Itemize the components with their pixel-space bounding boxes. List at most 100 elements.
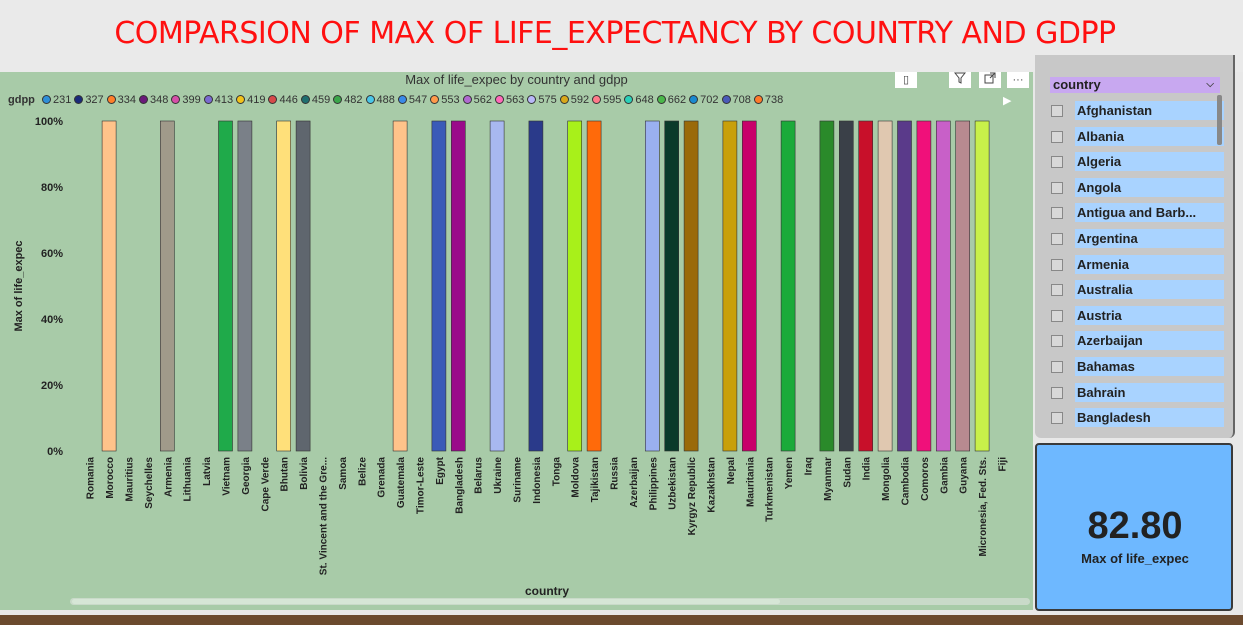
- legend-item[interactable]: 662: [656, 94, 686, 106]
- bar[interactable]: [101, 120, 117, 452]
- bar[interactable]: [218, 120, 233, 452]
- bar[interactable]: [528, 120, 544, 452]
- legend-item[interactable]: 738: [753, 94, 784, 106]
- bar[interactable]: [722, 120, 738, 452]
- slicer-scrollbar[interactable]: [1217, 95, 1222, 145]
- bar[interactable]: [664, 120, 680, 452]
- checkbox[interactable]: [1051, 130, 1063, 143]
- bar[interactable]: [237, 120, 253, 452]
- legend-item[interactable]: 553: [430, 94, 460, 106]
- legend-item[interactable]: 446: [268, 94, 298, 106]
- slicer-item[interactable]: Bangladesh: [1049, 406, 1225, 432]
- checkbox[interactable]: [1051, 156, 1063, 169]
- legend-item[interactable]: 575: [527, 94, 557, 106]
- legend-item[interactable]: 488: [365, 94, 395, 106]
- bar[interactable]: [955, 120, 971, 452]
- legend-item[interactable]: 399: [171, 94, 201, 106]
- country-slicer: country ⌵ Afghanistan Albania Algeria Angol…: [1035, 55, 1235, 438]
- legend-item[interactable]: 547: [397, 94, 427, 106]
- slicer-item[interactable]: Bahamas: [1049, 355, 1225, 381]
- bar[interactable]: [431, 120, 447, 452]
- bar[interactable]: [838, 120, 854, 452]
- bar[interactable]: [858, 120, 874, 452]
- legend-item[interactable]: 482: [333, 94, 363, 106]
- legend-item[interactable]: 459: [300, 94, 330, 106]
- x-tick-label: Mauritius: [125, 457, 136, 502]
- legend-item[interactable]: 231: [41, 94, 71, 106]
- slicer-item[interactable]: Antigua and Barb...: [1049, 201, 1225, 227]
- bar[interactable]: [916, 120, 932, 452]
- legend-item[interactable]: 562: [462, 94, 492, 106]
- checkbox[interactable]: [1051, 232, 1063, 245]
- slicer-item[interactable]: Algeria: [1049, 150, 1225, 176]
- x-tick-label: Belize: [357, 457, 368, 486]
- legend-item[interactable]: 334: [106, 94, 136, 106]
- x-tick-label: India: [862, 457, 873, 481]
- legend-item[interactable]: 592: [559, 94, 589, 106]
- bar[interactable]: [644, 120, 660, 452]
- checkbox[interactable]: [1051, 207, 1063, 220]
- bar[interactable]: [974, 120, 990, 452]
- bar[interactable]: [780, 120, 796, 452]
- legend-item[interactable]: 708: [721, 94, 751, 106]
- bar[interactable]: [567, 120, 583, 452]
- expand-icon[interactable]: [979, 72, 1001, 88]
- slicer-item[interactable]: Armenia: [1049, 253, 1225, 279]
- bar[interactable]: [276, 120, 292, 452]
- bar[interactable]: [683, 120, 699, 452]
- bar[interactable]: [819, 120, 835, 452]
- bar[interactable]: [586, 120, 602, 452]
- bar-chart-visual[interactable]: 0% 20% 40% 60% 80% 100% Max of life_expec Roman…: [0, 72, 1033, 610]
- slicer-item[interactable]: Argentina: [1049, 227, 1225, 253]
- checkbox[interactable]: [1051, 309, 1063, 322]
- card-value: 82.80: [1087, 505, 1183, 547]
- checkbox[interactable]: [1051, 412, 1063, 425]
- legend-item[interactable]: 413: [203, 94, 233, 106]
- bar[interactable]: [935, 120, 951, 452]
- legend-item[interactable]: 595: [592, 94, 621, 106]
- legend-item[interactable]: 702: [689, 94, 719, 106]
- legend-label: 738: [764, 94, 784, 106]
- bar[interactable]: [295, 120, 311, 452]
- slicer-item[interactable]: Austria: [1049, 304, 1225, 330]
- x-tick-label: Bolivia: [299, 457, 310, 490]
- slicer-item[interactable]: Azerbaijan: [1049, 329, 1225, 355]
- checkbox[interactable]: [1051, 105, 1063, 117]
- y-tick-label: 100%: [35, 116, 63, 128]
- legend-label: 563: [505, 94, 525, 106]
- legend-next-arrow-icon[interactable]: ▶: [1003, 95, 1012, 107]
- bar[interactable]: [160, 120, 175, 452]
- legend-item[interactable]: 419: [236, 94, 265, 106]
- slicer-item[interactable]: Bahrain: [1049, 381, 1225, 407]
- legend-label: 553: [441, 94, 460, 106]
- filter-icon[interactable]: [949, 72, 971, 88]
- legend-item[interactable]: 563: [494, 94, 525, 106]
- bar[interactable]: [877, 120, 893, 452]
- bar[interactable]: [897, 120, 912, 452]
- legend-item[interactable]: 648: [624, 94, 654, 106]
- slicer-item[interactable]: Afghanistan: [1049, 99, 1225, 125]
- checkbox[interactable]: [1051, 181, 1063, 194]
- slicer-item[interactable]: Angola: [1049, 176, 1225, 202]
- slicer-item-label: Antigua and Barb...: [1075, 203, 1224, 223]
- x-tick-label: Suriname: [513, 457, 524, 503]
- chevron-down-icon[interactable]: ⌵: [1206, 79, 1214, 90]
- checkbox[interactable]: [1051, 335, 1063, 348]
- slicer-item[interactable]: Albania: [1049, 125, 1225, 151]
- legend-item[interactable]: 348: [139, 94, 168, 106]
- checkbox[interactable]: [1051, 386, 1063, 399]
- bar[interactable]: [489, 120, 505, 452]
- checkbox[interactable]: [1051, 258, 1063, 271]
- bar[interactable]: [741, 120, 757, 452]
- checkbox[interactable]: [1051, 360, 1063, 373]
- legend-item[interactable]: 327: [74, 94, 104, 106]
- slicer-item[interactable]: Australia: [1049, 278, 1225, 304]
- checkbox[interactable]: [1051, 284, 1063, 297]
- scrollbar-thumb[interactable]: [72, 599, 780, 604]
- bar[interactable]: [450, 120, 466, 452]
- focus-mode-icon[interactable]: ▯: [895, 72, 917, 88]
- slicer-header[interactable]: country ⌵: [1050, 77, 1220, 93]
- bar[interactable]: [392, 120, 408, 452]
- horizontal-scrollbar[interactable]: [70, 598, 1030, 605]
- more-options-icon[interactable]: ···: [1007, 72, 1029, 88]
